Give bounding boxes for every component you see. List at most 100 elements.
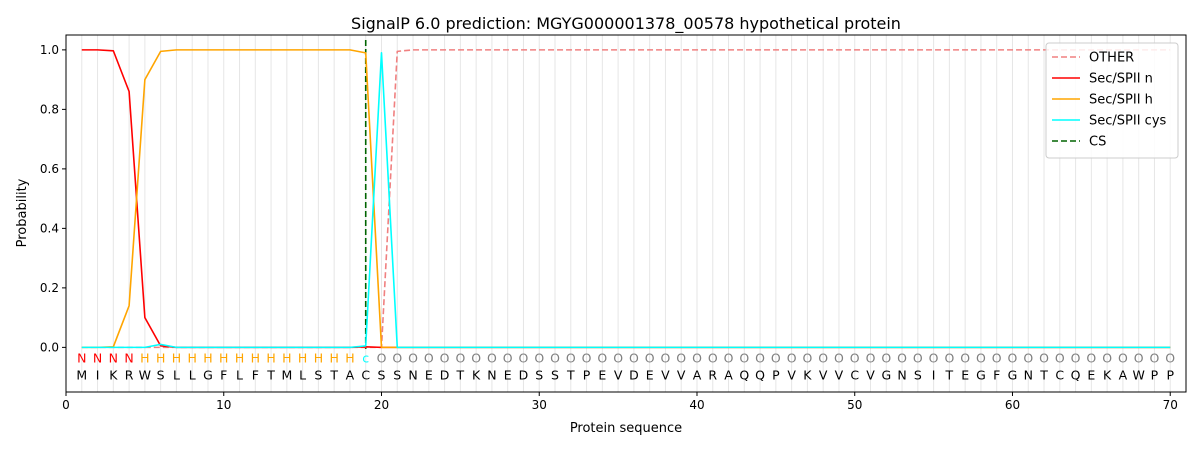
region-label-64: O bbox=[1071, 350, 1081, 365]
region-label-46: O bbox=[787, 350, 797, 365]
region-label-32: O bbox=[566, 350, 576, 365]
legend-label-4: CS bbox=[1089, 135, 1106, 150]
region-label-4: N bbox=[124, 350, 133, 365]
region-label-8: H bbox=[187, 350, 196, 365]
legend-label-3: Sec/SPII cys bbox=[1089, 114, 1167, 129]
region-label-26: O bbox=[471, 350, 481, 365]
y-tick-label-5: 1.0 bbox=[40, 43, 59, 57]
region-label-28: O bbox=[503, 350, 513, 365]
region-label-22: O bbox=[408, 350, 418, 365]
region-label-24: O bbox=[440, 350, 450, 365]
residue-33: P bbox=[583, 368, 591, 383]
residue-6: S bbox=[157, 368, 165, 383]
region-label-30: O bbox=[534, 350, 544, 365]
y-tick-label-4: 0.8 bbox=[40, 102, 59, 116]
residue-10: F bbox=[220, 368, 227, 383]
residue-51: V bbox=[866, 368, 875, 383]
residue-25: T bbox=[456, 368, 465, 383]
y-tick-label-2: 0.4 bbox=[40, 221, 59, 235]
plot-frame bbox=[65, 34, 1187, 393]
region-label-65: O bbox=[1086, 350, 1096, 365]
region-label-9: H bbox=[203, 350, 212, 365]
y-tick-label-0: 0.0 bbox=[40, 340, 59, 354]
legend: OTHER Sec/SPII n Sec/SPII h Sec/SPII cys CS bbox=[1045, 42, 1179, 159]
residue-62: T bbox=[1039, 368, 1048, 383]
residue-18: A bbox=[346, 368, 355, 383]
y-tick-label-1: 0.2 bbox=[40, 281, 59, 295]
residue-14: M bbox=[281, 368, 292, 383]
region-label-14: H bbox=[282, 350, 291, 365]
residue-grid bbox=[81, 35, 1171, 392]
region-label-51: O bbox=[866, 350, 876, 365]
region-label-68: O bbox=[1134, 350, 1144, 365]
residue-68: W bbox=[1132, 368, 1144, 383]
region-label-6: H bbox=[156, 350, 165, 365]
region-label-11: H bbox=[235, 350, 244, 365]
region-label-35: O bbox=[613, 350, 623, 365]
region-label-43: O bbox=[739, 350, 749, 365]
region-label-57: O bbox=[960, 350, 970, 365]
chart-title: SignalP 6.0 prediction: MGYG000001378_00… bbox=[351, 14, 901, 34]
region-label-53: O bbox=[897, 350, 907, 365]
region-label-70: O bbox=[1165, 350, 1175, 365]
region-label-17: H bbox=[329, 350, 338, 365]
region-label-41: O bbox=[708, 350, 718, 365]
region-label-12: H bbox=[251, 350, 260, 365]
x-tick-label-1: 10 bbox=[216, 398, 231, 412]
region-label-54: O bbox=[913, 350, 923, 365]
residue-7: L bbox=[173, 368, 180, 383]
residue-42: A bbox=[724, 368, 733, 383]
residue-2: I bbox=[96, 368, 100, 383]
region-label-69: O bbox=[1150, 350, 1160, 365]
residue-29: D bbox=[519, 368, 529, 383]
residue-16: S bbox=[314, 368, 322, 383]
residue-40: A bbox=[693, 368, 702, 383]
residue-34: E bbox=[598, 368, 606, 383]
region-label-38: O bbox=[661, 350, 671, 365]
residue-28: E bbox=[504, 368, 512, 383]
region-label-27: O bbox=[487, 350, 497, 365]
residue-59: F bbox=[993, 368, 1000, 383]
region-label-55: O bbox=[929, 350, 939, 365]
region-label-16: H bbox=[314, 350, 323, 365]
region-label-2: N bbox=[93, 350, 102, 365]
region-label-56: O bbox=[944, 350, 954, 365]
x-tick-label-6: 60 bbox=[1005, 398, 1020, 412]
residue-21: S bbox=[393, 368, 401, 383]
residue-17: T bbox=[329, 368, 338, 383]
region-label-19: c bbox=[362, 350, 369, 365]
residue-37: E bbox=[646, 368, 654, 383]
residue-22: N bbox=[408, 368, 417, 383]
region-label-62: O bbox=[1039, 350, 1049, 365]
x-tick-label-2: 20 bbox=[374, 398, 389, 412]
region-label-10: H bbox=[219, 350, 228, 365]
legend-label-0: OTHER bbox=[1089, 51, 1134, 66]
region-label-42: O bbox=[724, 350, 734, 365]
residue-5: W bbox=[139, 368, 151, 383]
residue-19: C bbox=[361, 368, 370, 383]
region-label-15: H bbox=[298, 350, 307, 365]
region-label-48: O bbox=[818, 350, 828, 365]
region-label-61: O bbox=[1023, 350, 1033, 365]
residue-9: G bbox=[203, 368, 213, 383]
residue-65: E bbox=[1087, 368, 1095, 383]
series-line-1 bbox=[81, 49, 1171, 349]
residue-12: F bbox=[252, 368, 259, 383]
residue-61: N bbox=[1024, 368, 1033, 383]
region-label-25: O bbox=[455, 350, 465, 365]
residue-53: N bbox=[897, 368, 906, 383]
residue-66: K bbox=[1103, 368, 1112, 383]
residue-15: L bbox=[299, 368, 306, 383]
residue-31: S bbox=[551, 368, 559, 383]
region-label-40: O bbox=[692, 350, 702, 365]
residue-50: C bbox=[850, 368, 859, 383]
legend-label-1: Sec/SPII n bbox=[1089, 72, 1153, 87]
residue-60: G bbox=[1008, 368, 1018, 383]
residue-45: P bbox=[772, 368, 780, 383]
residue-26: K bbox=[472, 368, 481, 383]
region-label-52: O bbox=[881, 350, 891, 365]
x-axis-ticks: 0 10 20 30 40 50 60 70 bbox=[62, 392, 1178, 412]
region-label-29: O bbox=[519, 350, 529, 365]
residue-48: V bbox=[819, 368, 828, 383]
